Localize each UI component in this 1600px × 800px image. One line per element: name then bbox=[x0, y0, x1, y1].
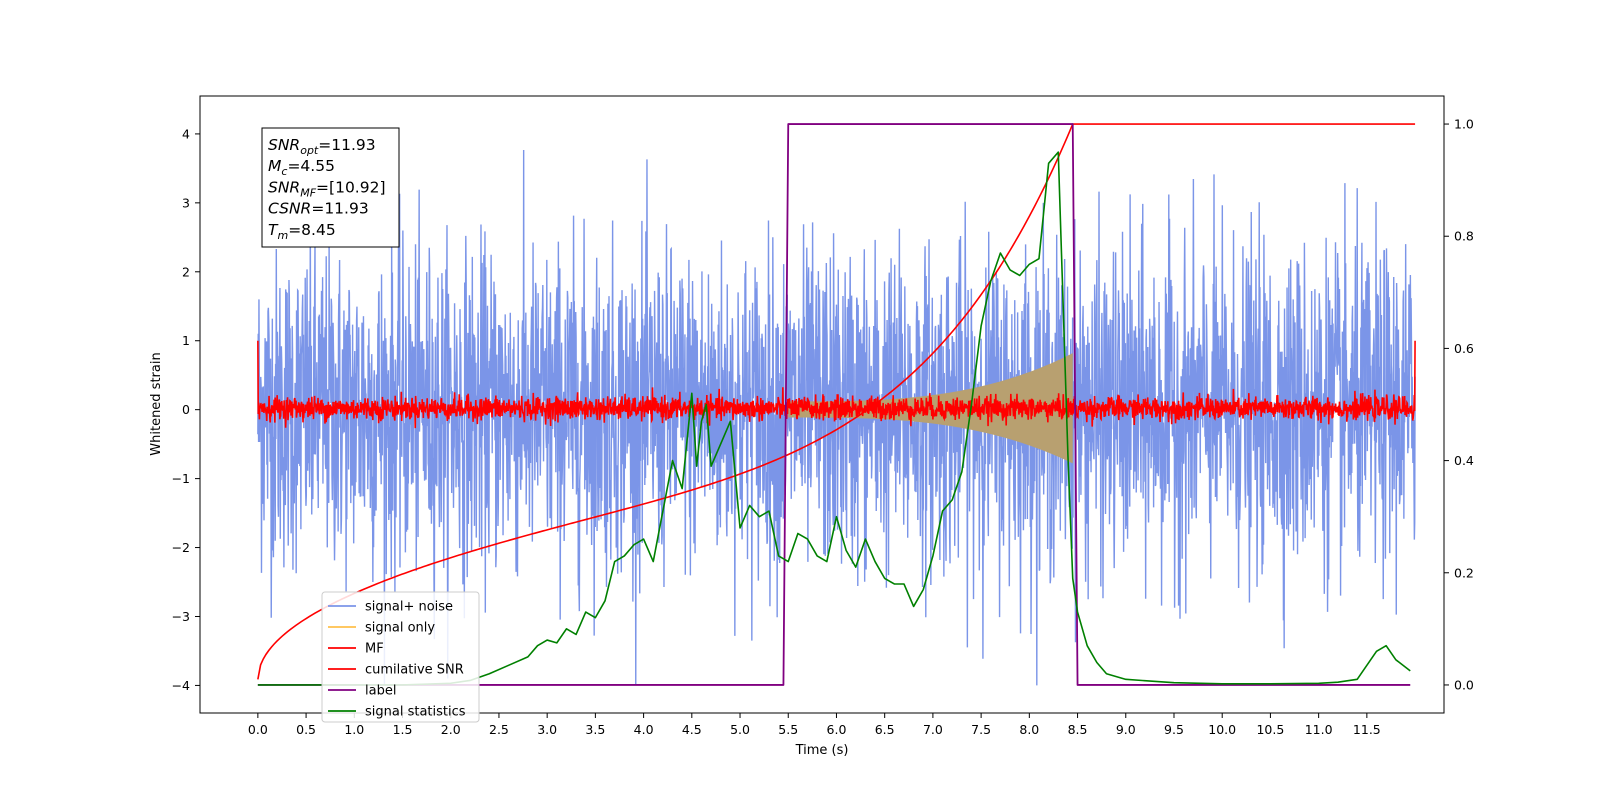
x-axis-label: Time (s) bbox=[795, 743, 849, 758]
y-axis-label: Whitened strain bbox=[149, 352, 164, 455]
legend-frame bbox=[321, 591, 480, 723]
y-axis-left: 4 3 2 1 0 −1 −2 −3 −4 bbox=[172, 126, 200, 693]
x-tick-label: 2.0 bbox=[441, 722, 461, 737]
y-tick-label: 3 bbox=[182, 195, 190, 210]
x-tick-label: 3.5 bbox=[585, 722, 605, 737]
x-tick-label: 11.0 bbox=[1305, 722, 1333, 737]
x-tick-label: 7.0 bbox=[923, 722, 943, 737]
x-tick-label: 0.0 bbox=[248, 722, 268, 737]
legend-entry: signal statistics bbox=[365, 705, 466, 720]
y-right-tick-label: 0.6 bbox=[1454, 341, 1474, 356]
series-signal-statistics-line bbox=[257, 151, 1411, 686]
plot-frame bbox=[199, 95, 1445, 714]
x-tick-label: 8.5 bbox=[1068, 722, 1088, 737]
x-tick-label: 10.0 bbox=[1208, 722, 1236, 737]
annotation-line: Tm=8.45 bbox=[268, 221, 336, 242]
series-cumulative-snr-line bbox=[257, 123, 1416, 680]
x-tick-label: 11.5 bbox=[1353, 722, 1381, 737]
x-tick-label: 1.5 bbox=[393, 722, 413, 737]
y-tick-label: 2 bbox=[182, 264, 190, 279]
y-right-tick-label: 0.2 bbox=[1454, 565, 1474, 580]
x-tick-label: 9.5 bbox=[1164, 722, 1184, 737]
y-right-tick-label: 1.0 bbox=[1454, 117, 1474, 132]
x-axis: 0.0 0.5 1.0 1.5 2.0 2.5 3.0 3.5 4.0 4.5 5.0 5.5 6.0 6… bbox=[248, 713, 1381, 737]
y-right-tick-label: 0.0 bbox=[1454, 677, 1474, 692]
y-tick-label: −3 bbox=[172, 609, 190, 624]
x-tick-label: 5.5 bbox=[778, 722, 798, 737]
x-tick-label: 4.0 bbox=[634, 722, 654, 737]
y-tick-label: −4 bbox=[172, 678, 190, 693]
x-tick-label: 5.0 bbox=[730, 722, 750, 737]
x-tick-label: 3.0 bbox=[537, 722, 557, 737]
annotation-line: Mc=4.55 bbox=[268, 157, 335, 178]
y-tick-label: 1 bbox=[182, 333, 190, 348]
legend: signal+ noise signal only MF cumilative SNR… bbox=[321, 591, 480, 723]
y-tick-label: −1 bbox=[172, 471, 190, 486]
legend-entry: MF bbox=[365, 642, 384, 657]
legend-entry: signal+ noise bbox=[365, 600, 453, 615]
series-signal-noise-line bbox=[257, 150, 1416, 686]
legend-entry: label bbox=[365, 684, 396, 699]
annotation-line: SNRopt=11.93 bbox=[268, 136, 376, 157]
y-tick-label: 4 bbox=[182, 126, 190, 141]
x-tick-label: 10.5 bbox=[1256, 722, 1284, 737]
legend-entry: cumilative SNR bbox=[365, 663, 464, 678]
x-tick-label: 1.0 bbox=[344, 722, 364, 737]
y-axis-right: 1.0 0.8 0.6 0.4 0.2 0.0 bbox=[1444, 117, 1474, 692]
x-tick-label: 4.5 bbox=[682, 722, 702, 737]
annotation-box-frame bbox=[261, 127, 400, 248]
series-mf-line bbox=[257, 340, 1416, 429]
y-right-tick-label: 0.8 bbox=[1454, 229, 1474, 244]
x-tick-label: 6.5 bbox=[875, 722, 895, 737]
x-tick-label: 9.0 bbox=[1116, 722, 1136, 737]
x-tick-label: 6.0 bbox=[827, 722, 847, 737]
legend-entry: signal only bbox=[365, 621, 435, 636]
annotation-line: CSNR=11.93 bbox=[268, 200, 369, 218]
x-tick-label: 8.0 bbox=[1019, 722, 1039, 737]
x-tick-label: 0.5 bbox=[296, 722, 316, 737]
y-tick-label: −2 bbox=[172, 540, 190, 555]
series-label-line bbox=[257, 123, 1411, 686]
annotation-line: SNRMF=[10.92] bbox=[268, 178, 386, 199]
y-right-tick-label: 0.4 bbox=[1454, 453, 1474, 468]
stats-annotation-box: SNRopt=11.93Mc=4.55SNRMF=[10.92]CSNR=11.… bbox=[261, 127, 400, 248]
y-tick-label: 0 bbox=[182, 402, 190, 417]
x-tick-label: 7.5 bbox=[971, 722, 991, 737]
x-tick-label: 2.5 bbox=[489, 722, 509, 737]
